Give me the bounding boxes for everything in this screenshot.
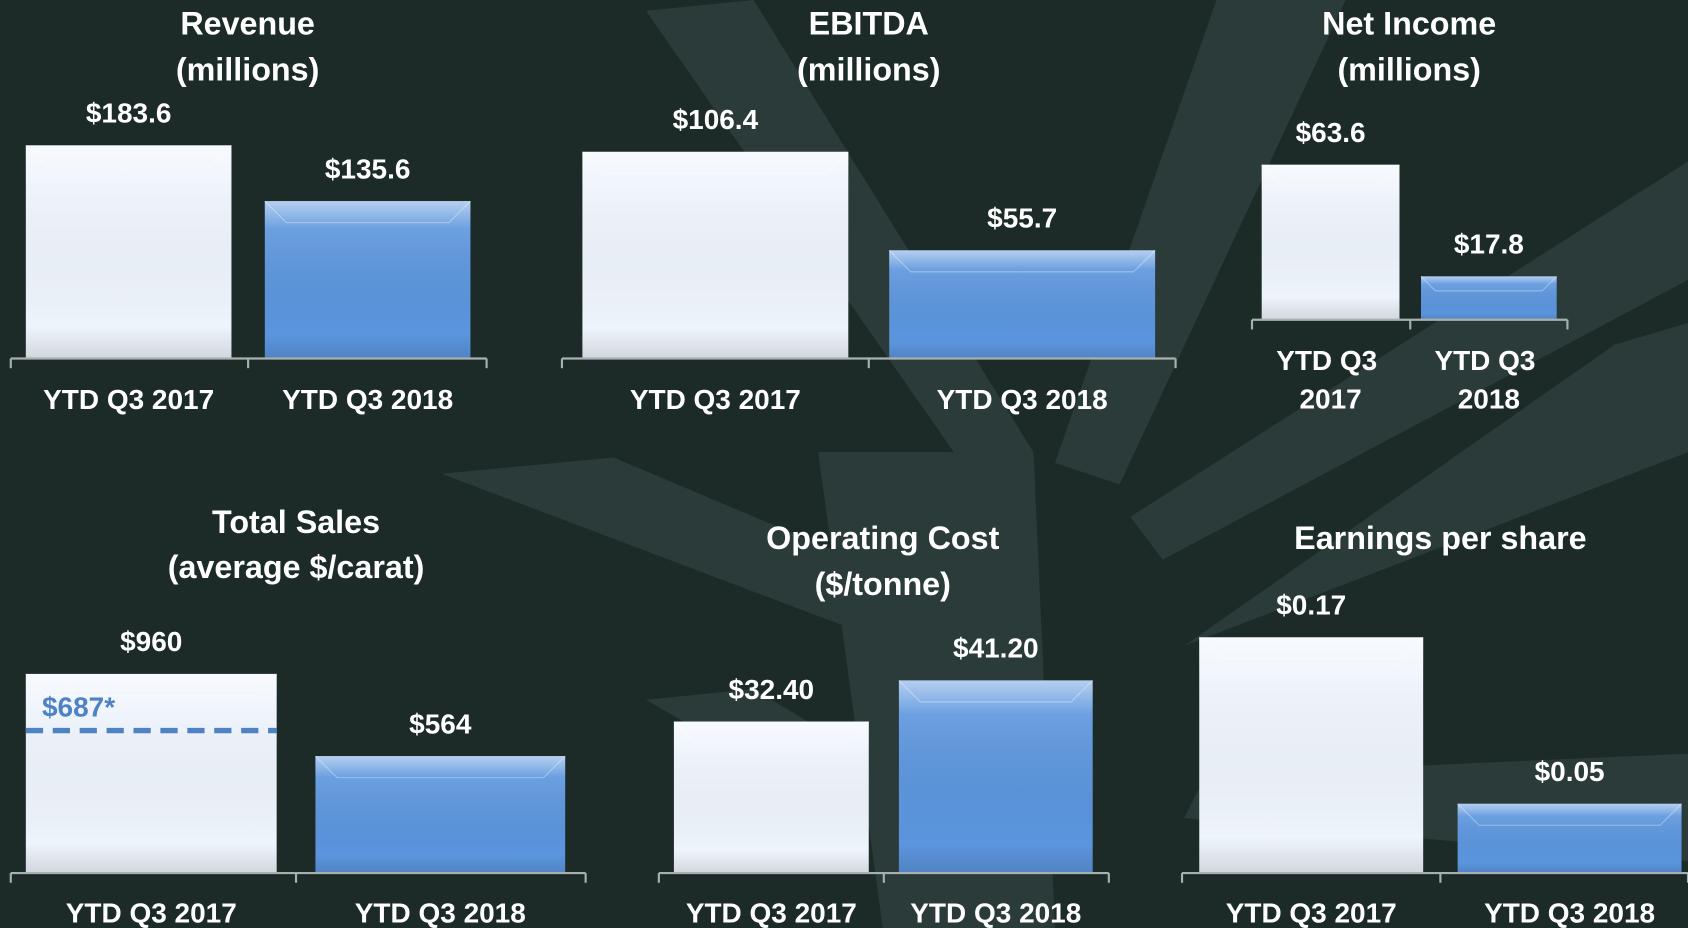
category-label: YTD Q3 2017 (686, 897, 857, 928)
category-label: YTD Q3 2018 (910, 897, 1081, 928)
chart: Total Sales (average $/carat) $960 YTD Q3 2… (9, 504, 587, 928)
chart-title: Net Income (1322, 5, 1496, 41)
bar-shine (1421, 276, 1557, 320)
bar-bevel (1261, 164, 1400, 187)
chart: Revenue (millions)$183.6 YTD Q3 2017 $135.6… (9, 5, 488, 415)
value-label: $0.05 (1535, 756, 1605, 787)
bar-bevel (582, 151, 849, 174)
chart: Net Income (millions) $63.6 YTD Q3 2017 $17.… (1250, 5, 1569, 415)
category-line: 2017 (1299, 384, 1361, 415)
value-label: $55.7 (987, 203, 1057, 234)
value-label: $17.8 (1454, 229, 1524, 260)
bar-bevel (315, 755, 566, 779)
bar-shine (898, 680, 1093, 874)
bar-shine (1457, 803, 1682, 874)
bar-bevel (898, 680, 1094, 703)
chart: EBITDA (millions) $106.4 YTD Q3 2017 $55.7 YT… (560, 5, 1177, 415)
chart-title: Earnings per share (1294, 520, 1586, 556)
bar-shine (673, 721, 869, 874)
value-label: $106.4 (673, 104, 759, 135)
category-line: YTD Q3 (1434, 345, 1543, 376)
bar-shine (264, 201, 471, 359)
bar-bevel (1420, 275, 1558, 292)
chart-title: Revenue (180, 5, 315, 41)
bar-shine (25, 145, 232, 359)
value-label: $135.6 (325, 153, 411, 184)
category-line: YTD Q3 (1276, 345, 1385, 376)
bar-shine (25, 673, 277, 874)
bar-bevel (264, 200, 471, 224)
bar-shine (1261, 164, 1400, 320)
bar-bevel (888, 249, 1156, 273)
bar-bevel (25, 144, 232, 168)
chart-title: Total Sales (212, 504, 380, 540)
chart-subtitle: (millions) (176, 52, 319, 88)
bar-bevel (673, 721, 870, 744)
bar-bevel (1457, 803, 1682, 826)
value-label: $960 (120, 626, 182, 657)
value-label: $63.6 (1296, 117, 1366, 148)
chart: Earnings per share $0.17 YTD Q3 2017 $0.05 Y… (1180, 520, 1688, 928)
category-label: YTD Q3 2018 (355, 897, 526, 928)
category-label: YTD Q3 2017 (43, 384, 214, 415)
bar-bevel (1198, 636, 1424, 660)
category-label: YTD Q3 2017 (630, 384, 801, 415)
category-line: 2018 (1458, 384, 1520, 415)
bar-shine (315, 756, 566, 874)
category-label: YTD Q3 2018 (1484, 897, 1655, 928)
value-label: $183.6 (86, 98, 172, 129)
value-label: $0.17 (1276, 590, 1346, 621)
chart-subtitle: (millions) (1337, 52, 1480, 88)
category-label: YTD Q3 2018 (937, 384, 1108, 415)
category-label: YTD Q3 2017 (1276, 345, 1385, 415)
category-label: YTD Q3 2017 (66, 897, 237, 928)
bar-shine (889, 250, 1156, 359)
bar-shine (582, 151, 849, 359)
chart-title: EBITDA (809, 5, 929, 41)
category-label: YTD Q3 2018 (282, 384, 453, 415)
bar-shine (1199, 637, 1424, 874)
value-label: $41.20 (953, 633, 1039, 664)
chart-title: Operating Cost (766, 520, 999, 556)
reference-label: $687* (42, 691, 115, 722)
category-label: YTD Q3 2018 (1434, 345, 1543, 415)
chart-subtitle: (average $/carat) (168, 549, 425, 585)
chart: Operating Cost ($/tonne) $32.40 YTD Q3 2017… (657, 520, 1110, 928)
chart-subtitle: ($/tonne) (815, 566, 951, 602)
value-label: $32.40 (729, 674, 815, 705)
category-label: YTD Q3 2017 (1226, 897, 1397, 928)
bar-bevel (25, 673, 278, 696)
chart-subtitle: (millions) (797, 52, 940, 88)
value-label: $564 (409, 708, 472, 739)
